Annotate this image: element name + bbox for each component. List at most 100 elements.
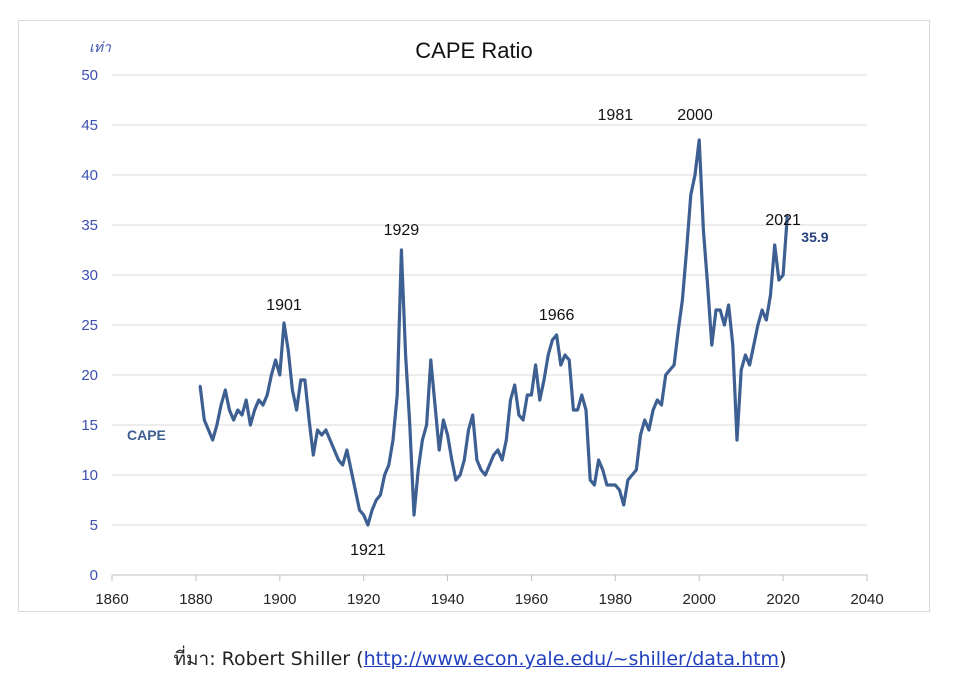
cape-data-point xyxy=(588,478,592,482)
y-tick-label: 20 xyxy=(81,367,98,384)
cape-data-point xyxy=(333,448,336,452)
y-tick-label: 30 xyxy=(81,267,98,284)
cape-data-point xyxy=(358,508,361,512)
cape-data-point xyxy=(450,458,453,462)
cape-data-point xyxy=(647,428,651,432)
cape-data-point xyxy=(597,458,600,462)
cape-data-point xyxy=(660,403,663,407)
cape-data-point xyxy=(744,353,747,357)
cape-data-point xyxy=(718,308,722,312)
y-tick-label: 40 xyxy=(81,167,98,184)
cape-data-point xyxy=(714,308,718,312)
annotation-year: 2000 xyxy=(677,107,713,124)
cape-series-line xyxy=(198,138,789,527)
cape-data-point xyxy=(706,283,709,287)
source-prefix: ที่มา: Robert Shiller ( xyxy=(173,648,364,670)
cape-data-point xyxy=(710,343,714,347)
cape-data-point xyxy=(551,338,554,342)
cape-data-point xyxy=(777,278,781,282)
cape-data-point xyxy=(416,468,420,472)
cape-data-point xyxy=(622,503,625,507)
cape-data-point xyxy=(643,418,646,422)
cape-data-point xyxy=(442,418,445,422)
x-tick-label: 1920 xyxy=(347,591,380,608)
cape-data-point xyxy=(685,248,688,252)
cape-data-point xyxy=(526,393,529,397)
cape-data-point xyxy=(635,468,638,472)
cape-data-point xyxy=(278,373,281,377)
cape-data-point xyxy=(681,298,684,302)
cape-data-point xyxy=(639,433,642,437)
cape-data-point xyxy=(614,483,617,487)
cape-data-point xyxy=(400,248,403,252)
cape-data-point xyxy=(383,473,386,477)
cape-data-point xyxy=(769,293,772,297)
cape-data-point xyxy=(354,488,357,492)
cape-data-point xyxy=(471,413,474,417)
y-tick-label: 15 xyxy=(81,417,98,434)
cape-data-point xyxy=(375,498,378,502)
source-note: ที่มา: Robert Shiller (http://www.econ.y… xyxy=(0,644,960,674)
cape-data-point xyxy=(228,408,231,412)
cape-data-point xyxy=(475,458,479,462)
cape-data-point xyxy=(668,368,672,372)
cape-data-point xyxy=(366,523,370,527)
cape-data-point xyxy=(530,393,533,397)
cape-data-point xyxy=(425,423,428,427)
cape-data-point xyxy=(236,408,240,412)
cape-data-point xyxy=(463,458,466,462)
y-tick-label: 50 xyxy=(81,67,98,84)
x-tick-label: 1980 xyxy=(599,591,632,608)
cape-data-point xyxy=(391,438,395,442)
cape-data-point xyxy=(286,348,290,352)
cape-data-point xyxy=(257,398,261,402)
cape-data-point xyxy=(245,398,248,402)
cape-data-point xyxy=(739,368,743,372)
cape-data-point xyxy=(253,408,256,412)
cape-data-point xyxy=(341,463,344,467)
cape-data-point xyxy=(479,468,483,472)
cape-data-point xyxy=(584,408,588,412)
series-label-cape: CAPE xyxy=(127,427,166,443)
cape-data-point xyxy=(664,373,667,377)
cape-data-point xyxy=(467,428,470,432)
y-unit-label: เท่า xyxy=(89,40,112,56)
cape-data-point xyxy=(756,323,760,327)
x-tick-label: 1860 xyxy=(95,591,128,608)
y-tick-label: 45 xyxy=(81,117,98,134)
cape-data-point xyxy=(521,418,525,422)
source-suffix: ) xyxy=(779,648,787,670)
cape-data-point xyxy=(626,478,630,482)
cape-data-point xyxy=(198,384,202,388)
cape-data-point xyxy=(702,228,705,232)
cape-data-point xyxy=(312,453,315,457)
cape-data-point xyxy=(307,418,311,422)
cape-data-point xyxy=(408,423,412,427)
cape-data-point xyxy=(303,378,307,382)
cape-data-point xyxy=(219,403,223,407)
cape-data-point xyxy=(509,398,512,402)
cape-data-point xyxy=(316,428,319,432)
cape-data-point xyxy=(412,513,416,517)
cape-data-point xyxy=(593,483,596,487)
cape-data-point xyxy=(492,453,495,457)
cape-data-point xyxy=(547,353,550,357)
annotation-year: 1966 xyxy=(539,307,575,324)
cape-data-point xyxy=(731,343,734,347)
cape-data-point xyxy=(232,418,235,422)
cape-data-point xyxy=(404,353,407,357)
x-tick-label: 2020 xyxy=(766,591,799,608)
y-tick-label: 5 xyxy=(90,517,98,534)
cape-data-point xyxy=(458,473,462,477)
source-link[interactable]: http://www.econ.yale.edu/~shiller/data.h… xyxy=(363,648,780,670)
cape-ratio-chart: 0 5 10 15 20 25 30 35 40 45 50 1860 1880 1900 1920 1940… xyxy=(81,38,883,608)
cape-data-point xyxy=(249,423,252,427)
cape-data-point xyxy=(433,403,437,407)
cape-data-point xyxy=(261,403,265,407)
x-tick-label: 1880 xyxy=(179,591,212,608)
cape-data-point xyxy=(786,214,789,218)
cape-data-point xyxy=(723,323,726,327)
x-tick-label: 2000 xyxy=(683,591,716,608)
cape-data-point xyxy=(207,428,210,432)
cape-data-point xyxy=(437,448,441,452)
